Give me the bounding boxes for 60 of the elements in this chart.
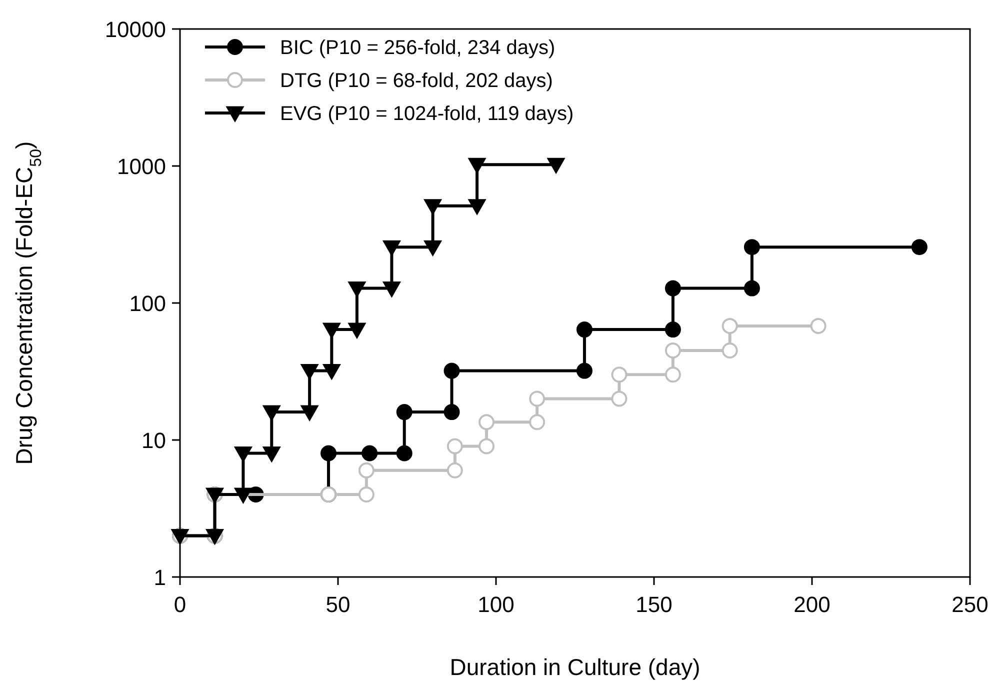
y-tick-label: 100 [129,291,166,316]
point [262,446,280,462]
x-tick-label: 200 [794,592,830,617]
point [611,390,628,407]
point [478,438,495,454]
legend-label: BIC (P10 = 256-fold, 234 days) [280,37,556,59]
point [446,462,463,478]
point [396,404,412,420]
point [358,486,374,503]
point [611,366,628,383]
point [468,199,486,215]
point [478,414,495,430]
point [322,364,340,380]
point [348,322,366,338]
point [362,445,378,462]
point [911,239,928,256]
point [468,158,486,174]
point [358,462,374,478]
y-tick-label: 10 [142,428,166,453]
x-tick-label: 0 [174,592,186,617]
point [744,239,760,256]
point [664,322,681,338]
legend-label: EVG (P10 = 1024-fold, 119 days) [280,103,574,125]
point [424,240,442,256]
point [234,488,252,504]
point [722,318,738,334]
y-tick-label: 10000 [104,17,166,42]
point [529,390,546,407]
point [664,342,681,359]
point [234,446,252,462]
point [810,318,826,334]
x-tick-label: 50 [326,592,350,617]
legend-label: DTG (P10 = 68-fold, 202 days) [280,70,553,92]
point [320,445,337,462]
point [424,199,442,215]
x-tick-label: 250 [952,592,988,617]
x-tick-label: 150 [636,592,672,617]
point [322,322,340,338]
point [576,322,592,338]
point [444,362,460,379]
point [382,282,400,298]
point [300,405,318,421]
point [446,438,463,454]
point [664,366,681,383]
point [348,282,366,298]
point [396,445,412,462]
point [300,364,318,380]
point [547,158,565,174]
point [744,280,760,296]
x-axis-title: Duration in Culture (day) [450,654,700,680]
y-tick-label: 1000 [117,154,166,179]
point [722,342,738,359]
point [382,240,400,256]
point [664,280,681,296]
point [576,362,592,379]
x-tick-label: 100 [478,592,514,617]
y-tick-label: 1 [154,565,166,590]
point [262,405,280,421]
point [444,404,460,420]
point [529,414,546,430]
